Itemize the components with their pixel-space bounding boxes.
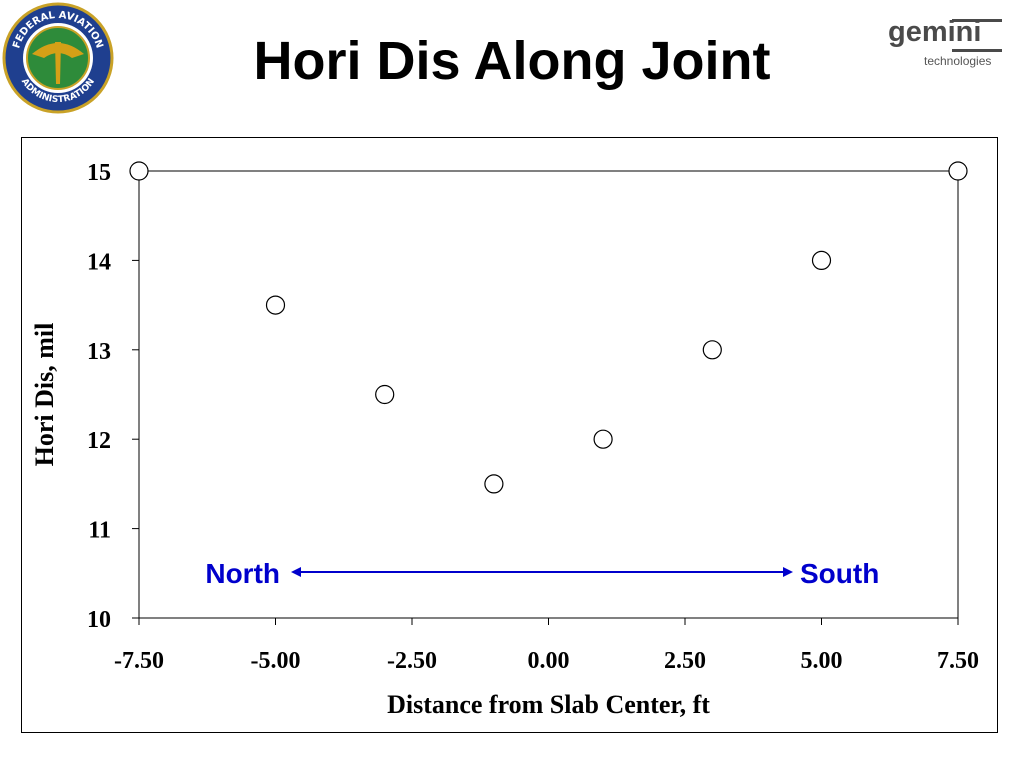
page-title: Hori Dis Along Joint [253,31,771,91]
x-axis-title: Distance from Slab Center, ft [387,690,710,719]
x-tick-label: -2.50 [387,648,437,674]
x-tick-label: 2.50 [664,648,706,674]
x-tick-label: -7.50 [114,648,164,674]
y-tick-label: 15 [87,160,111,186]
logo-bar-top [952,19,1002,22]
y-tick-label: 10 [87,607,111,633]
chart-frame [21,137,998,733]
x-tick-label: 0.00 [528,648,570,674]
y-tick-label: 14 [87,249,111,275]
data-point [702,340,722,360]
arrowhead-right [783,567,793,577]
y-axis-title: Hori Dis, mil [30,323,59,467]
x-tick-label: 7.50 [937,648,979,674]
plot-area [138,170,959,619]
data-point [948,161,968,181]
logo-bar-bottom [952,49,1002,52]
faa-seal-icon: FEDERAL AVIATION ADMINISTRATION [2,2,114,114]
data-point [593,429,613,449]
y-tick-label: 11 [88,518,111,544]
data-point [484,474,504,494]
data-point [811,250,832,270]
y-tick-label: 13 [87,339,111,365]
logo-name: gemini [888,16,982,48]
logo-tagline: technologies [924,54,992,68]
x-tick-label: -5.00 [251,648,301,674]
data-point [375,384,395,405]
annotation-north: North [205,558,280,589]
gemini-logo-icon: gemini technologies [884,16,1008,72]
arrowhead-left [291,567,301,577]
data-point [129,161,149,181]
data-point [265,295,286,315]
x-tick-label: 5.00 [801,648,843,674]
annotation-south: South [800,558,879,589]
y-tick-label: 12 [87,428,111,454]
